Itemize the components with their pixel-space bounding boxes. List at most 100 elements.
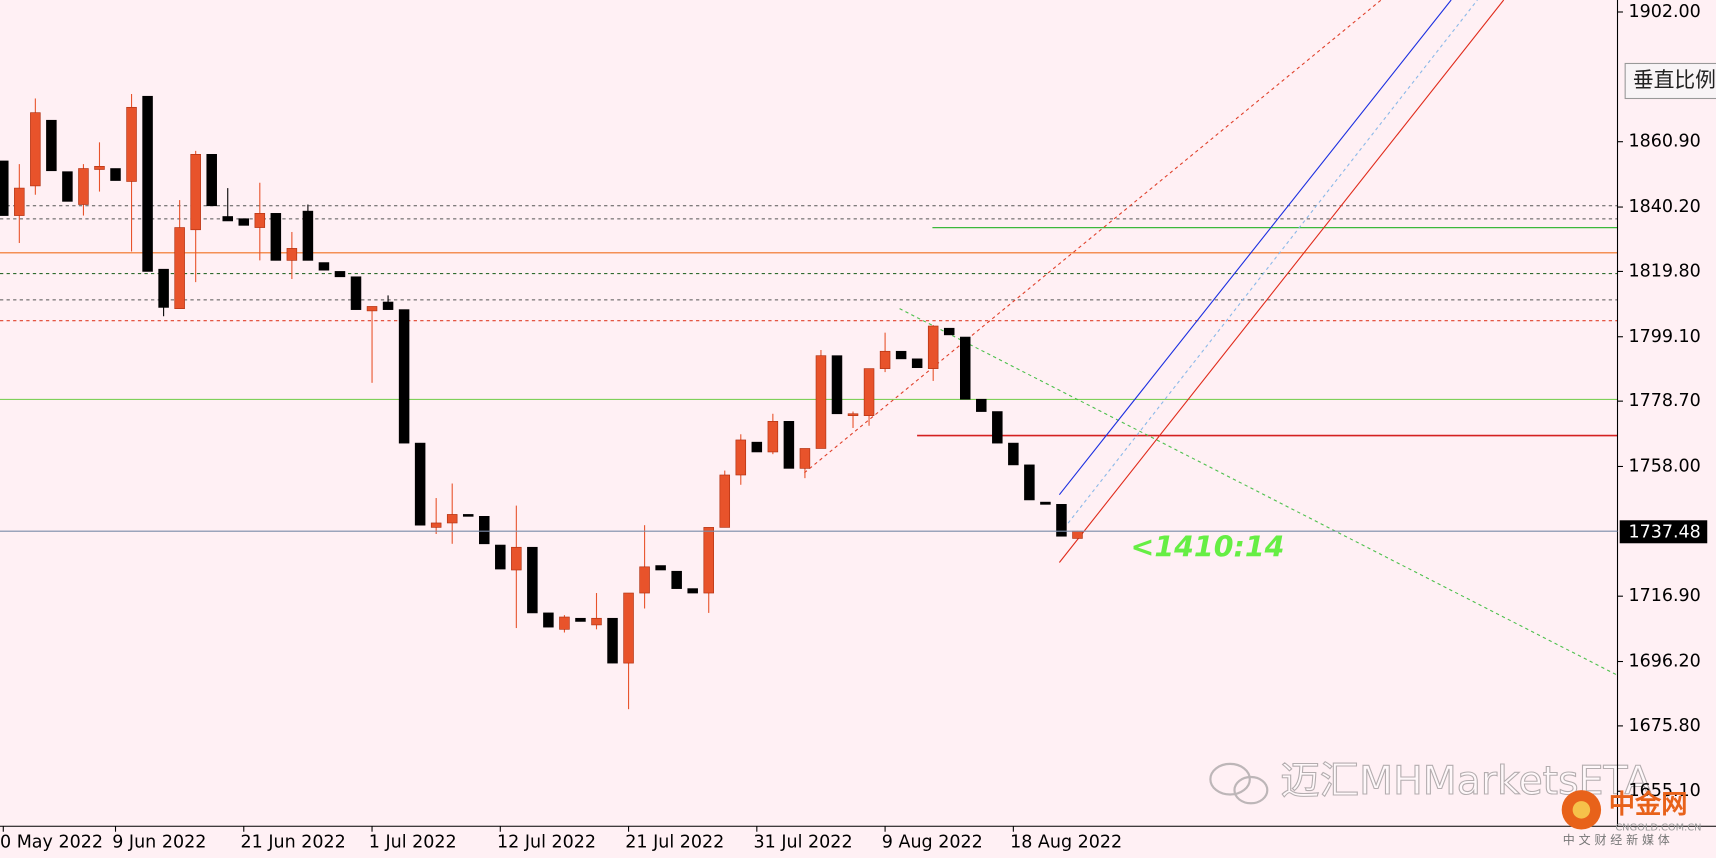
- candle-body: [911, 358, 923, 369]
- scale-button[interactable]: [1624, 62, 1716, 100]
- y-tick-label: 1696.20: [1628, 652, 1700, 672]
- candle-body: [735, 439, 747, 476]
- y-tick-label: 1819.80: [1628, 261, 1700, 281]
- wechat-icon: [1209, 762, 1251, 796]
- y-tick-label: 1799.10: [1628, 327, 1700, 347]
- candle-body: [222, 216, 233, 222]
- candle-body: [511, 546, 522, 571]
- candle-body: [334, 271, 346, 278]
- candle-body: [206, 154, 217, 207]
- candle-body: [927, 325, 939, 369]
- y-tick-label: 1716.90: [1628, 586, 1700, 606]
- candle-body: [527, 546, 538, 614]
- candle-body: [46, 119, 57, 172]
- candle-body: [895, 350, 907, 360]
- candle-body: [398, 309, 410, 444]
- candle-body: [1040, 501, 1051, 505]
- x-tick-label: 0 May 2022: [0, 833, 103, 853]
- candle-body: [238, 218, 250, 226]
- wechat-icon: [1233, 775, 1269, 805]
- candle-body: [943, 327, 955, 336]
- candle-body: [158, 268, 169, 308]
- candle-body: [831, 355, 843, 415]
- candle-body: [1072, 530, 1083, 539]
- candle-body: [0, 160, 9, 216]
- candle-body: [703, 527, 714, 594]
- y-tick-label: 1675.80: [1628, 716, 1700, 736]
- candle-body: [655, 565, 666, 571]
- candle-body: [462, 514, 474, 517]
- logo-site: CNGOLD.COM.CN: [1615, 822, 1701, 833]
- trend-line: [899, 308, 1618, 676]
- trend-line: [1058, 0, 1452, 496]
- logo: 中金网 CNGOLD.COM.CN 中 文 财 经 新 媒 体: [1561, 789, 1701, 847]
- candle-body: [687, 588, 698, 594]
- x-tick-label: 9 Aug 2022: [882, 833, 983, 853]
- candle-body: [14, 187, 25, 216]
- candle-body: [815, 355, 827, 449]
- candle-body: [575, 617, 586, 622]
- candle-body: [623, 592, 634, 664]
- x-tick-label: 31 Jul 2022: [754, 833, 853, 853]
- x-tick-label: 9 Jun 2022: [112, 833, 206, 853]
- candle-body: [1008, 442, 1019, 466]
- candle-body: [190, 154, 201, 231]
- candle-body: [607, 617, 618, 664]
- candle-body: [174, 227, 185, 309]
- candle-body: [479, 516, 490, 545]
- x-tick-label: 21 Jul 2022: [625, 833, 724, 853]
- candle-body: [1024, 464, 1035, 501]
- candle-body: [543, 612, 554, 628]
- trend-line: [1058, 0, 1505, 563]
- annotation: <1410:14: [1131, 530, 1285, 563]
- x-tick-label: 18 Aug 2022: [1010, 833, 1122, 853]
- current-price-box: [1619, 520, 1708, 544]
- candle-body: [992, 411, 1003, 444]
- y-tick-label: 1860.90: [1628, 132, 1700, 152]
- analysis-objects: [0, 0, 1618, 676]
- candle-body: [286, 248, 298, 261]
- candle-body: [110, 168, 121, 181]
- candle-body: [783, 421, 795, 469]
- candle-body: [302, 210, 314, 261]
- candle-body: [446, 514, 458, 524]
- logo-slogan: 中 文 财 经 新 媒 体: [1563, 832, 1670, 847]
- candle-body: [414, 442, 426, 526]
- candle-body: [495, 544, 506, 570]
- y-tick-label: 1902.00: [1628, 2, 1700, 22]
- candle-body: [719, 474, 731, 528]
- candle-body: [62, 171, 73, 202]
- candle-body: [382, 301, 394, 310]
- logo-text: 中金网: [1609, 789, 1688, 820]
- candle-body: [879, 350, 891, 369]
- trend-line: [1067, 0, 1478, 524]
- candle-body: [767, 421, 779, 453]
- candle-body: [94, 165, 105, 170]
- candle-body: [863, 368, 875, 416]
- candle-body: [350, 276, 362, 310]
- candle-body: [976, 398, 987, 412]
- candle-body: [751, 441, 763, 453]
- y-tick-label: 1655.10: [1628, 781, 1700, 801]
- candle-body: [126, 106, 137, 182]
- candles: [0, 94, 1083, 710]
- logo-icon: [1572, 801, 1591, 819]
- candle-body: [959, 336, 971, 400]
- candle-body: [430, 522, 442, 528]
- scale-button-label[interactable]: 垂直比例: [1633, 68, 1716, 92]
- candle-body: [366, 306, 378, 312]
- y-tick-label: 1758.00: [1628, 456, 1700, 476]
- x-tick-label: 1 Jul 2022: [369, 833, 457, 853]
- candle-body: [318, 262, 330, 271]
- y-tick-label: 1778.70: [1628, 391, 1700, 411]
- candle-body: [559, 616, 570, 630]
- candle-body: [639, 566, 650, 594]
- candle-body: [30, 112, 41, 187]
- x-tick-label: 12 Jul 2022: [497, 833, 596, 853]
- candle-body: [254, 213, 266, 228]
- y-tick-label: 1840.20: [1628, 197, 1700, 217]
